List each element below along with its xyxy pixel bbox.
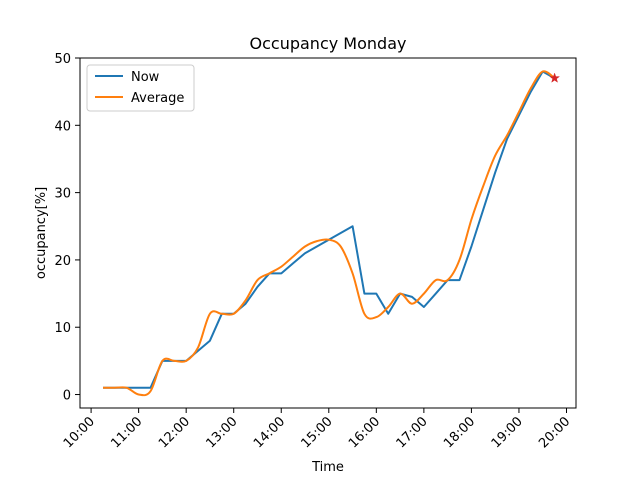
plot-frame — [79, 57, 577, 409]
y-tick-label: 20 — [54, 254, 71, 269]
legend-label-average: Average — [131, 91, 184, 106]
y-tick-label: 40 — [54, 119, 71, 134]
plot-marks — [102, 70, 561, 397]
chart-title: Occupancy Monday — [250, 34, 407, 53]
series-line-average — [102, 70, 556, 397]
current-value-star-marker — [549, 72, 561, 83]
y-tick-label: 50 — [54, 52, 71, 67]
legend: Now Average — [86, 64, 195, 112]
y-tick-label: 30 — [54, 187, 71, 202]
y-tick-label: 10 — [54, 321, 71, 336]
y-tick-label: 0 — [63, 389, 71, 404]
x-axis-label: Time — [311, 460, 344, 475]
legend-label-now: Now — [131, 70, 160, 85]
y-axis: 0 10 20 30 40 50 — [54, 52, 80, 404]
y-axis-label: occupancy[%] — [34, 187, 49, 279]
